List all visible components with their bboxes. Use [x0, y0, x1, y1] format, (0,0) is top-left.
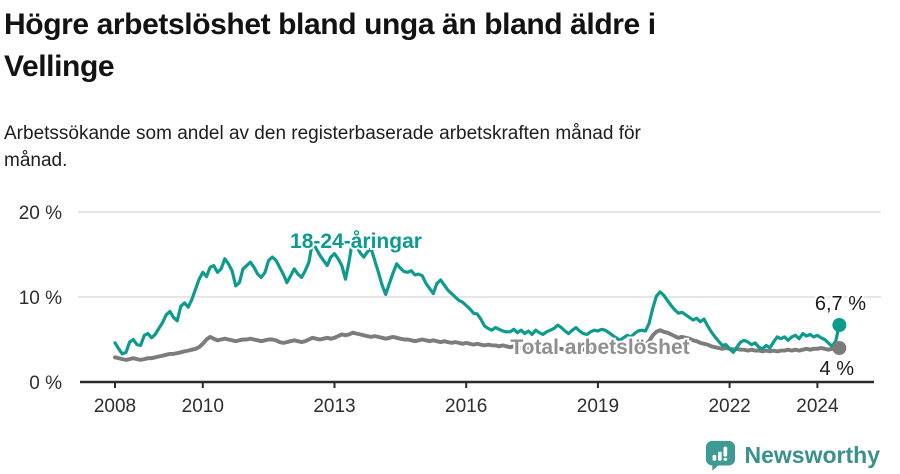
x-tick-label-2013: 2013: [313, 396, 355, 417]
x-tick-label-2008: 2008: [94, 396, 136, 417]
y-tick-label-0: 0 %: [29, 373, 62, 394]
newsworthy-wordmark: Newsworthy: [744, 442, 880, 468]
chart-subtitle-line1: Arbetssökande som andel av den registerb…: [4, 123, 641, 144]
series-line-total: [113, 328, 842, 362]
x-tick-label-2024: 2024: [796, 396, 839, 417]
series-endpoint-dot-total: [832, 341, 847, 355]
end-value-label-total: 4 %: [820, 358, 855, 380]
series-label-total: Total arbetslöshet: [510, 336, 689, 359]
chart-subtitle: Arbetssökande som andel av den registerb…: [4, 120, 641, 174]
logo-exclamation-dot: [723, 457, 727, 461]
logo-exclamation-bar: [723, 446, 727, 457]
newsworthy-brand-link[interactable]: Newsworthy: [705, 440, 880, 471]
chart-title: Högre arbetslöshet bland unga än bland ä…: [4, 4, 656, 88]
x-tick-label-2016: 2016: [445, 396, 487, 417]
end-value-label-18-24: 6,7 %: [815, 293, 866, 315]
chart-subtitle-line2: månad.: [4, 150, 68, 171]
chart-title-line2: Vellinge: [4, 50, 115, 83]
series-label-18-24: 18-24-åringar: [290, 230, 422, 253]
y-tick-label-20: 20 %: [19, 203, 62, 224]
newsworthy-logo-icon: [705, 440, 735, 471]
x-tick-label-2019: 2019: [577, 396, 619, 417]
series-endpoint-dot-18-24: [832, 318, 847, 333]
logo-bar-short: [712, 454, 716, 461]
x-tick-label-2010: 2010: [182, 396, 224, 417]
chart-title-line1: Högre arbetslöshet bland unga än bland ä…: [4, 8, 656, 41]
x-tick-label-2022: 2022: [708, 396, 750, 417]
y-tick-label-10: 10 %: [19, 288, 62, 309]
series-line-18-24: [113, 236, 841, 356]
line-chart: 0 % 10 % 20 % 2008 2010 2013 2016 2019 2022 2024 1…: [19, 203, 881, 417]
logo-bar-tall: [717, 451, 722, 461]
